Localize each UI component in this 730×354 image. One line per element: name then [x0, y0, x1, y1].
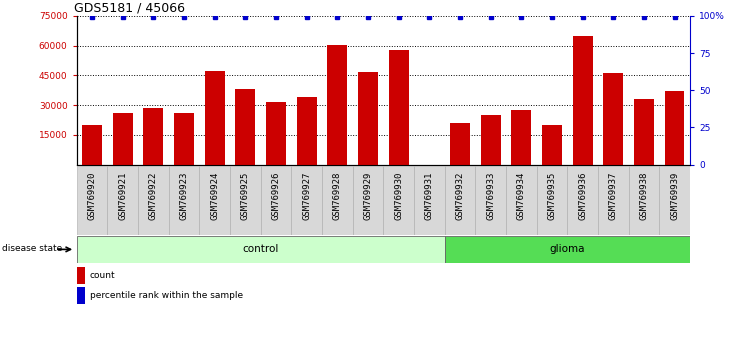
Bar: [664, 91, 685, 165]
Bar: [77, 267, 85, 284]
Bar: [445, 236, 690, 263]
Text: disease state: disease state: [1, 244, 62, 252]
Bar: [450, 123, 470, 165]
Text: GSM769935: GSM769935: [548, 172, 556, 220]
Text: GSM769927: GSM769927: [302, 172, 311, 220]
Bar: [634, 99, 654, 165]
Text: GSM769926: GSM769926: [272, 172, 280, 220]
Text: GSM769939: GSM769939: [670, 172, 679, 220]
Text: GSM769924: GSM769924: [210, 172, 219, 220]
Bar: [327, 45, 347, 165]
Text: GSM769938: GSM769938: [639, 172, 648, 220]
Text: GSM769929: GSM769929: [364, 172, 372, 220]
Bar: [603, 73, 623, 165]
Bar: [537, 166, 567, 235]
Bar: [659, 166, 690, 235]
Bar: [414, 166, 445, 235]
Text: GDS5181 / 45066: GDS5181 / 45066: [74, 2, 185, 15]
Text: GSM769923: GSM769923: [180, 172, 188, 220]
Bar: [383, 166, 414, 235]
Bar: [322, 166, 353, 235]
Bar: [291, 166, 322, 235]
Bar: [77, 166, 107, 235]
Bar: [143, 108, 164, 165]
Text: GSM769934: GSM769934: [517, 172, 526, 220]
Bar: [629, 166, 659, 235]
Bar: [542, 125, 562, 165]
Text: GSM769920: GSM769920: [88, 172, 96, 220]
Text: GSM769928: GSM769928: [333, 172, 342, 220]
Bar: [235, 89, 255, 165]
Text: control: control: [242, 244, 279, 255]
Text: GSM769937: GSM769937: [609, 172, 618, 220]
Bar: [169, 166, 199, 235]
Text: GSM769932: GSM769932: [456, 172, 464, 220]
Bar: [475, 166, 506, 235]
Text: GSM769930: GSM769930: [394, 172, 403, 220]
Bar: [296, 97, 317, 165]
Bar: [480, 115, 501, 165]
Bar: [358, 73, 378, 165]
Bar: [112, 113, 133, 165]
Bar: [107, 166, 138, 235]
Text: GSM769933: GSM769933: [486, 172, 495, 220]
Bar: [77, 236, 445, 263]
Bar: [353, 166, 383, 235]
Bar: [511, 110, 531, 165]
Text: GSM769936: GSM769936: [578, 172, 587, 220]
Bar: [572, 36, 593, 165]
Text: GSM769931: GSM769931: [425, 172, 434, 220]
Text: glioma: glioma: [550, 244, 585, 255]
Bar: [77, 287, 85, 303]
Bar: [388, 50, 409, 165]
Bar: [199, 166, 230, 235]
Bar: [266, 102, 286, 165]
Text: GSM769922: GSM769922: [149, 172, 158, 220]
Text: percentile rank within the sample: percentile rank within the sample: [90, 291, 243, 300]
Bar: [230, 166, 261, 235]
Bar: [445, 166, 475, 235]
Bar: [598, 166, 629, 235]
Bar: [174, 113, 194, 165]
Bar: [506, 166, 537, 235]
Bar: [82, 125, 102, 165]
Bar: [204, 72, 225, 165]
Bar: [138, 166, 169, 235]
Bar: [567, 166, 598, 235]
Bar: [261, 166, 291, 235]
Text: count: count: [90, 271, 115, 280]
Text: GSM769925: GSM769925: [241, 172, 250, 220]
Text: GSM769921: GSM769921: [118, 172, 127, 220]
